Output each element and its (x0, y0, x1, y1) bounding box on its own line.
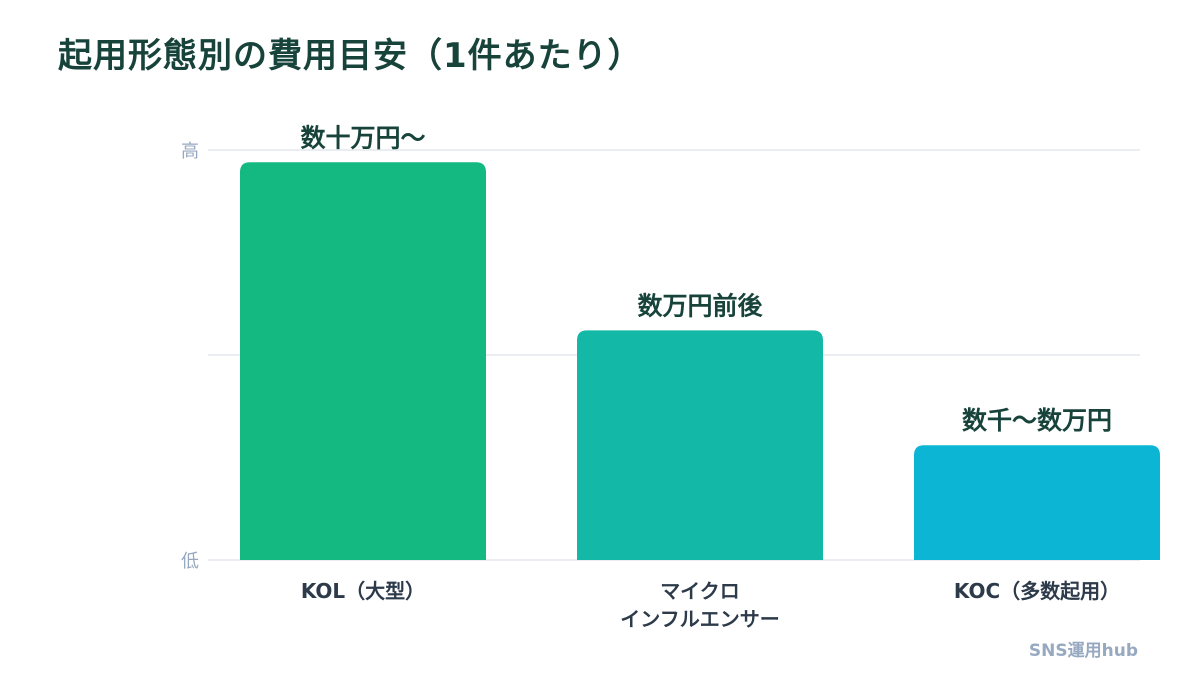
bar-2 (914, 445, 1160, 560)
category-label-2: KOC（多数起用） (954, 579, 1120, 603)
category-label-line: マイクロ (660, 579, 740, 603)
value-label-0: 数十万円〜 (300, 123, 425, 152)
source-credit: SNS運用hub (1028, 641, 1138, 661)
y-tick-label-0: 高 (181, 141, 199, 162)
category-label-1: マイクロインフルエンサー (620, 579, 779, 631)
category-label-line: KOL（大型） (301, 579, 425, 603)
y-tick-label-1: 低 (181, 551, 199, 572)
bar-0 (240, 162, 486, 561)
category-label-line: インフルエンサー (620, 607, 779, 631)
category-label-0: KOL（大型） (301, 579, 425, 603)
bar-1 (577, 330, 823, 560)
chart-title: 起用形態別の費用目安（1件あたり） (58, 36, 643, 76)
value-label-1: 数万円前後 (637, 291, 763, 320)
value-label-2: 数千〜数万円 (962, 406, 1112, 435)
category-label-line: KOC（多数起用） (954, 579, 1120, 603)
